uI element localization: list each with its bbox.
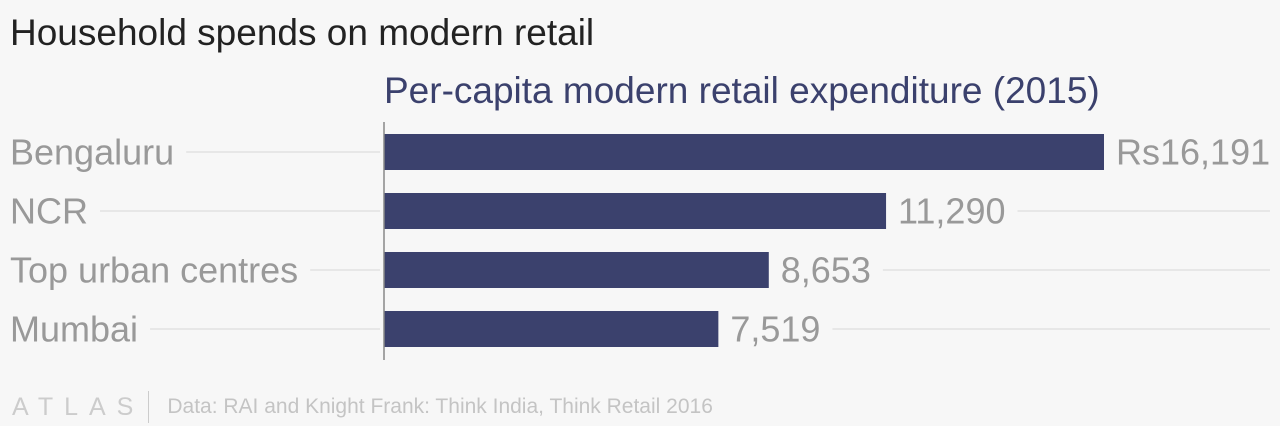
chart-subtitle: Per-capita modern retail expenditure (20… <box>384 70 1100 111</box>
value-label: 8,653 <box>781 250 871 291</box>
bar <box>384 193 887 229</box>
data-source: Data: RAI and Knight Frank: Think India,… <box>167 395 713 418</box>
category-label: Mumbai <box>10 309 138 350</box>
category-label: Top urban centres <box>10 250 298 291</box>
footer: ATLAS Data: RAI and Knight Frank: Think … <box>12 390 713 424</box>
chart-title: Household spends on modern retail <box>10 12 595 53</box>
atlas-logo: ATLAS <box>12 392 145 421</box>
footer-divider <box>148 391 150 423</box>
value-label: 7,519 <box>730 309 820 350</box>
bar <box>384 252 769 288</box>
bar <box>384 134 1104 170</box>
category-label: Bengaluru <box>10 132 174 173</box>
bar <box>384 311 719 347</box>
value-label: 11,290 <box>898 191 1005 232</box>
value-label: Rs16,191 <box>1116 132 1270 173</box>
category-label: NCR <box>10 191 88 232</box>
